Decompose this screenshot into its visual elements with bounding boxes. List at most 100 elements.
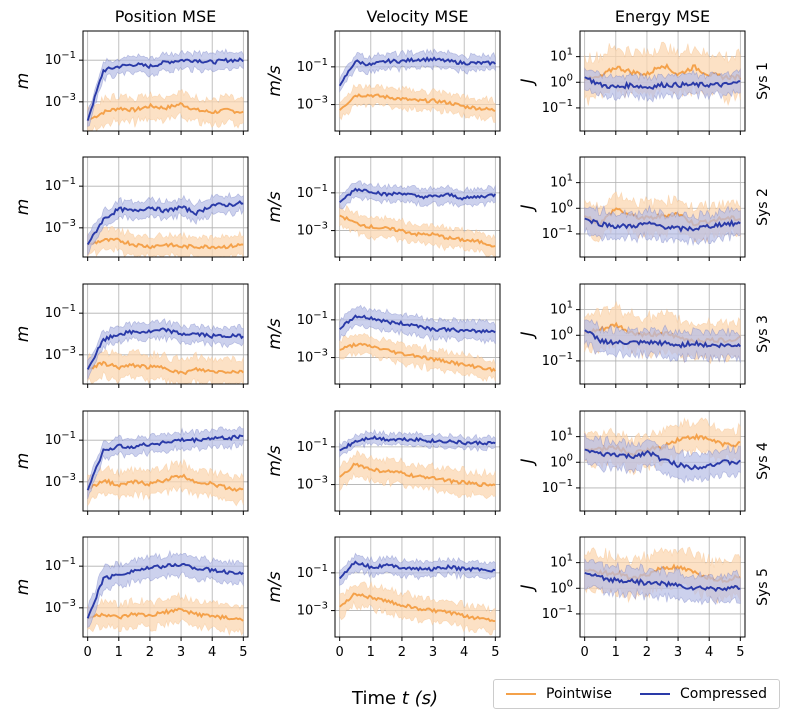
line-pointwise bbox=[87, 360, 244, 376]
y-tick-label: 10−3 bbox=[45, 345, 76, 363]
panel-1-1: 10−1 10−3 m/s bbox=[265, 156, 501, 261]
x-tick-label: 0 bbox=[581, 645, 589, 660]
line-compressed bbox=[86, 57, 244, 121]
y-tick-label: 100 bbox=[550, 452, 573, 470]
panel-0-0: 10−1 10−3 m bbox=[13, 30, 249, 135]
y-axis-label: J bbox=[518, 78, 538, 86]
y-tick-label: 10−3 bbox=[45, 218, 76, 236]
panel-4-1: 10−1 10−3 0 1 2 3 4 5 m/s bbox=[265, 536, 501, 660]
y-axis-label: m/s bbox=[265, 191, 285, 222]
legend-item-compressed: Compressed bbox=[640, 686, 767, 702]
legend-line-compressed bbox=[640, 693, 670, 695]
x-axis-label: Time t (s) bbox=[352, 688, 439, 709]
y-axis-label: J bbox=[518, 584, 538, 592]
line-pointwise bbox=[339, 93, 496, 112]
line-compressed bbox=[86, 562, 244, 619]
panel-frame bbox=[82, 283, 249, 385]
y-tick-label: 10−1 bbox=[45, 50, 76, 68]
line-compressed bbox=[584, 329, 742, 349]
panel-frame bbox=[579, 30, 746, 132]
y-tick-label: 10−1 bbox=[297, 437, 328, 455]
line-compressed bbox=[584, 217, 741, 233]
line-compressed bbox=[86, 434, 244, 491]
column-title-1: Velocity MSE bbox=[367, 7, 469, 26]
panel-frame bbox=[579, 536, 746, 638]
line-pointwise bbox=[87, 473, 244, 493]
band-compressed bbox=[339, 48, 496, 93]
y-tick-label: 10−3 bbox=[297, 475, 328, 493]
panel-3-2: 101 100 10−1 J Sys 4 bbox=[518, 410, 771, 515]
panel-1-0: 10−1 10−3 m bbox=[13, 156, 249, 261]
y-tick-label: 10−1 bbox=[45, 176, 76, 194]
band-compressed bbox=[87, 48, 244, 127]
panel-4-2: 101 100 10−1 0 1 2 3 4 5 J Sys 5 bbox=[518, 536, 771, 660]
y-axis-label: m/s bbox=[265, 445, 285, 476]
y-axis-label: m bbox=[13, 579, 33, 596]
row-label: Sys 5 bbox=[755, 568, 771, 606]
y-axis-label: m/s bbox=[265, 65, 285, 96]
y-axis-label: m bbox=[13, 199, 33, 216]
band-compressed bbox=[584, 318, 741, 364]
y-tick-label: 10−1 bbox=[297, 57, 328, 75]
line-pointwise bbox=[339, 342, 497, 373]
y-tick-label: 100 bbox=[550, 72, 573, 90]
legend-label-compressed: Compressed bbox=[680, 686, 768, 702]
line-compressed bbox=[338, 560, 496, 580]
panel-4-0: 10−1 10−3 0 1 2 3 4 5 m bbox=[13, 536, 249, 660]
y-tick-label: 10−1 bbox=[45, 556, 76, 574]
panel-0-1: 10−1 10−3 m/s bbox=[265, 30, 501, 135]
y-tick-label: 10−1 bbox=[542, 224, 573, 242]
panel-frame bbox=[82, 156, 249, 258]
line-pointwise bbox=[87, 101, 244, 122]
x-tick-label: 3 bbox=[177, 645, 185, 660]
y-axis-label: m/s bbox=[265, 571, 285, 602]
line-pointwise bbox=[584, 62, 742, 81]
panel-frame bbox=[579, 410, 746, 512]
band-compressed bbox=[584, 204, 741, 247]
y-axis-label: J bbox=[518, 458, 538, 466]
x-tick-label: 5 bbox=[736, 645, 744, 660]
line-pointwise bbox=[87, 237, 244, 250]
y-tick-label: 101 bbox=[550, 553, 573, 571]
panel-2-1: 10−1 10−3 m/s bbox=[265, 283, 501, 388]
column-title-0: Position MSE bbox=[115, 7, 216, 26]
line-compressed bbox=[338, 56, 496, 87]
panel-0-2: 101 100 10−1 J Sys 1 bbox=[518, 30, 771, 135]
y-tick-label: 10−1 bbox=[45, 303, 76, 321]
y-axis-label: m/s bbox=[265, 318, 285, 349]
y-tick-label: 101 bbox=[550, 300, 573, 318]
band-pointwise bbox=[87, 226, 244, 259]
row-label: Sys 1 bbox=[755, 62, 771, 100]
y-tick-label: 100 bbox=[550, 198, 573, 216]
line-compressed bbox=[584, 76, 741, 90]
y-tick-label: 10−3 bbox=[45, 598, 76, 616]
x-tick-label: 1 bbox=[612, 645, 620, 660]
row-label: Sys 3 bbox=[755, 315, 771, 353]
x-tick-label: 4 bbox=[208, 645, 216, 660]
line-pointwise bbox=[339, 592, 496, 623]
y-tick-label: 10−1 bbox=[297, 310, 328, 328]
line-pointwise bbox=[87, 607, 244, 622]
line-compressed bbox=[339, 187, 497, 204]
line-pointwise bbox=[339, 214, 496, 248]
y-axis-label: m bbox=[13, 453, 33, 470]
band-compressed bbox=[87, 425, 244, 500]
line-pointwise bbox=[339, 462, 496, 488]
legend-item-pointwise: Pointwise bbox=[506, 686, 612, 702]
legend-label-pointwise: Pointwise bbox=[546, 686, 613, 702]
y-tick-label: 10−3 bbox=[297, 221, 328, 239]
y-tick-label: 10−1 bbox=[542, 478, 573, 496]
panel-2-2: 101 100 10−1 J Sys 3 bbox=[518, 283, 771, 388]
legend-line-pointwise bbox=[506, 693, 536, 695]
legend: Pointwise Compressed bbox=[493, 679, 780, 709]
x-tick-label: 5 bbox=[239, 645, 247, 660]
column-title-2: Energy MSE bbox=[615, 7, 710, 26]
x-tick-label: 2 bbox=[398, 645, 406, 660]
x-tick-label: 1 bbox=[115, 645, 123, 660]
x-tick-label: 2 bbox=[643, 645, 651, 660]
panel-frame bbox=[82, 30, 249, 132]
y-tick-label: 10−3 bbox=[297, 95, 328, 113]
row-label: Sys 2 bbox=[755, 188, 771, 226]
y-tick-label: 10−3 bbox=[297, 601, 328, 619]
